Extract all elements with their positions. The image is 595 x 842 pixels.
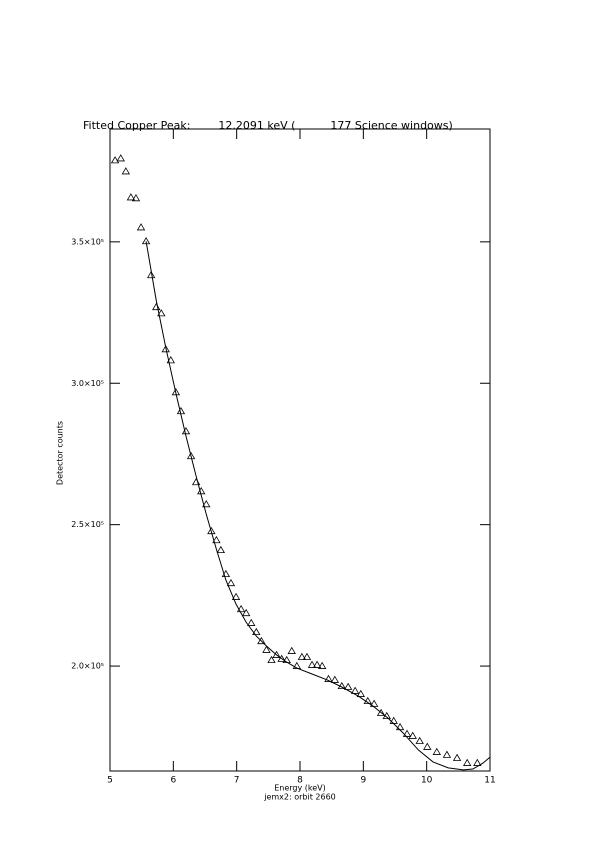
data-point [302,652,312,660]
x-tick-label: 5 [107,776,113,786]
data-point [126,193,136,201]
data-point [216,545,226,554]
x-tick-label: 11 [484,776,495,786]
data-point [287,646,296,654]
data-point [356,689,365,697]
data-point [136,223,146,231]
data-point [121,167,131,175]
data-point [473,758,482,766]
data-point [423,742,432,750]
x-tick-label: 7 [234,776,240,786]
data-point [350,686,360,694]
data-point [262,645,271,653]
data-point [432,747,441,755]
data-point [131,193,141,202]
x-axis-label: Energy (keV) [274,784,326,793]
data-point [226,578,236,587]
x-tick-label: 8 [297,776,303,786]
data-point [402,729,412,737]
x-tick-label: 6 [170,776,176,786]
data-point [307,660,317,668]
data-point [376,708,386,716]
y-tick-label: 3.0×10⁵ [71,379,104,388]
subtitle: jemx2: orbit 2660 [263,793,336,802]
data-point [324,674,333,682]
data-point [186,451,196,460]
data-point [415,736,424,744]
data-point [202,500,211,508]
data-point [207,526,216,535]
data-point [312,660,322,668]
data-point [236,604,246,613]
y-axis-label: Detector counts [56,421,65,485]
data-point [363,696,372,705]
data-point [330,675,340,683]
data-point [277,654,286,662]
data-point [157,309,166,317]
data-point [408,731,417,739]
data-point [452,753,462,761]
data-point [257,636,266,645]
x-tick-label: 10 [421,776,433,786]
y-tick-label: 2.5×10⁵ [71,520,104,529]
x-tick-label: 9 [360,776,366,786]
data-point [231,592,241,600]
data-point [442,750,452,758]
data-point [212,535,221,544]
data-point [116,154,125,162]
data-point [110,156,120,164]
y-tick-label: 2.0×10⁵ [71,662,104,671]
data-point [463,758,472,766]
data-point [247,618,256,626]
fit-line [145,241,491,771]
data-point [343,682,353,690]
data-point [272,650,281,658]
y-tick-label: 3.5×10⁵ [71,237,104,246]
data-point [297,652,307,660]
data-point [252,627,261,636]
data-point [161,345,170,353]
data-point [317,661,327,669]
data-point [146,270,156,279]
data-point [241,608,251,617]
data-point [267,655,276,664]
data-point [166,356,175,364]
chart-title: Fitted Copper Peak: 12.2091 keV ( 177 Sc… [83,119,453,132]
